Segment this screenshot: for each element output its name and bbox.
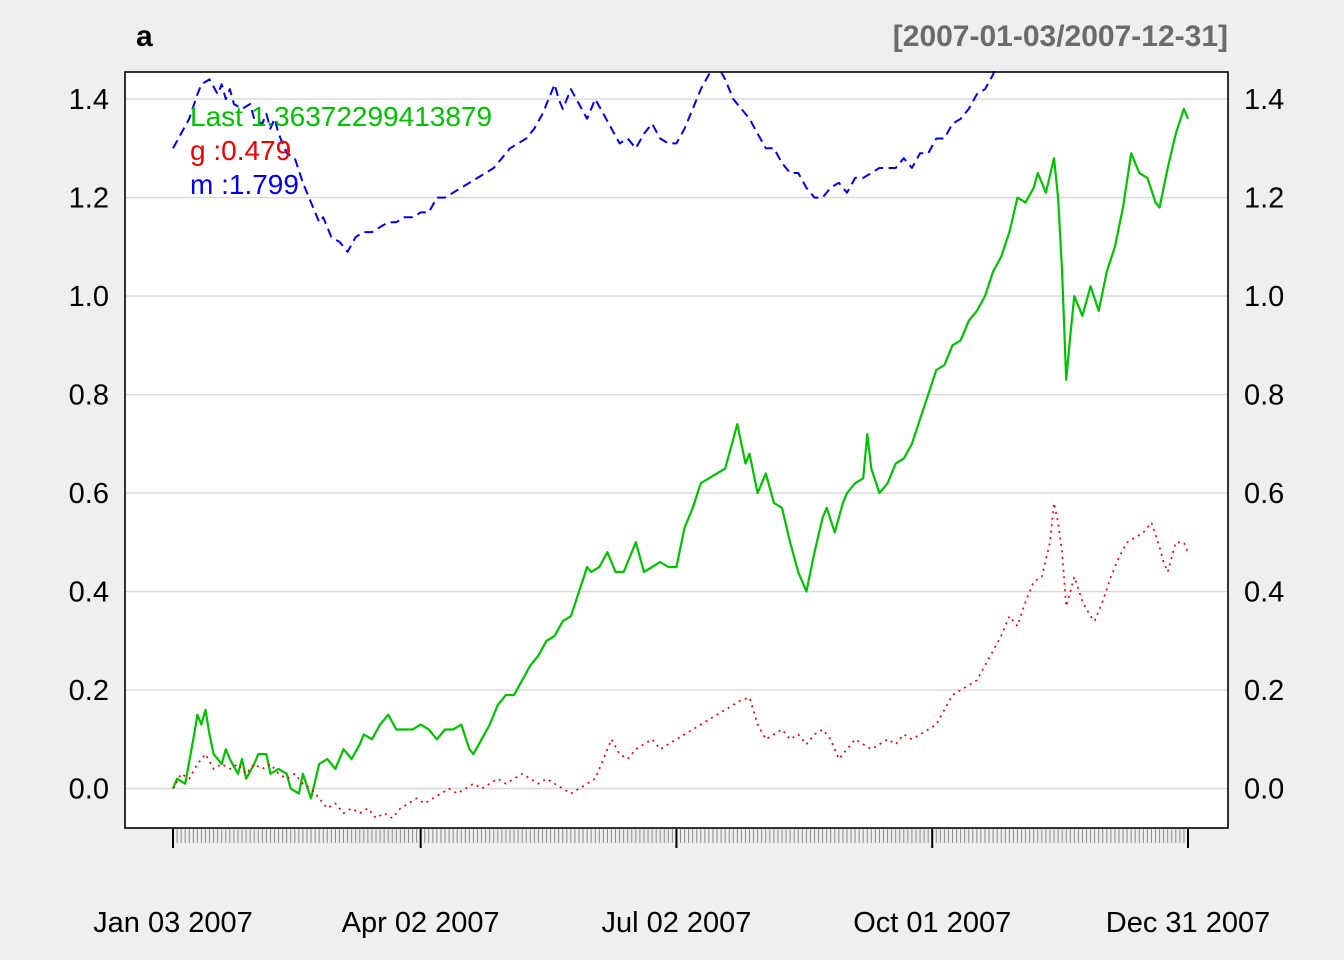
- plot-border: [124, 71, 1229, 829]
- series-line-a: [171, 107, 1190, 800]
- y-axis-label-left: 0.4: [69, 577, 109, 609]
- y-axis-label-right: 0.2: [1244, 675, 1284, 707]
- legend-m-value: m :1.799: [190, 169, 299, 200]
- chart-title: a: [136, 20, 153, 53]
- legend-g-value: g :0.479: [190, 135, 292, 166]
- y-axis-label-right: 0.0: [1244, 774, 1284, 806]
- x-axis-label: Dec 31 2007: [1106, 907, 1270, 939]
- series-line-m: [172, 71, 996, 253]
- x-axis-label: Oct 01 2007: [853, 907, 1011, 939]
- legend-last-value: Last 1.36372299413879: [190, 101, 493, 132]
- y-axis-label-right: 0.4: [1244, 577, 1284, 609]
- x-axis-label: Jan 03 2007: [93, 907, 253, 939]
- series-line-g: [172, 502, 1189, 819]
- chart-legend: Last 1.36372299413879 g :0.479 m :1.799: [190, 100, 492, 202]
- y-axis-label-left: 0.6: [69, 478, 109, 510]
- date-range-label: [2007-01-03/2007-12-31]: [892, 20, 1228, 53]
- y-axis-label-right: 1.0: [1244, 281, 1284, 313]
- y-axis-label-right: 0.8: [1244, 380, 1284, 412]
- y-axis-label-left: 0.0: [69, 774, 109, 806]
- y-axis-label-right: 1.2: [1244, 183, 1284, 215]
- y-axis-label-left: 1.0: [69, 281, 109, 313]
- y-axis-label-right: 0.6: [1244, 478, 1284, 510]
- y-axis-label-right: 1.4: [1244, 84, 1284, 116]
- x-axis-label: Jul 02 2007: [601, 907, 751, 939]
- y-axis-label-left: 1.2: [69, 183, 109, 215]
- y-axis-label-left: 1.4: [69, 84, 109, 116]
- x-axis-label: Apr 02 2007: [342, 907, 500, 939]
- y-axis-label-left: 0.2: [69, 675, 109, 707]
- y-axis-label-left: 0.8: [69, 380, 109, 412]
